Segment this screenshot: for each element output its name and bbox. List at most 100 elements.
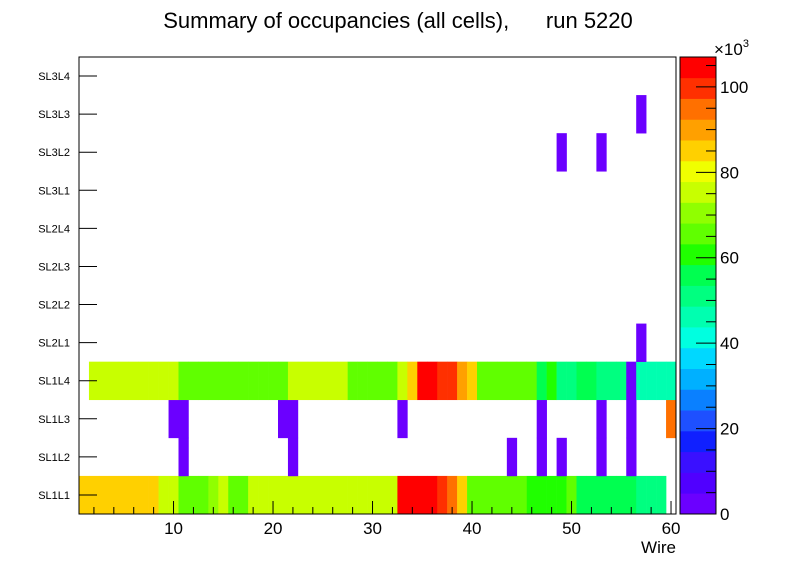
heatmap-cell [636,475,647,515]
y-tick-label: SL1L2 [38,452,70,464]
heatmap-cell [287,361,299,401]
heatmap-cell [596,133,607,172]
heatmap-cell [287,399,299,439]
heatmap-cell [307,475,319,515]
heatmap-cell [307,361,319,401]
heatmap-cell [118,361,130,401]
heatmap-cell [178,361,189,401]
heatmap-cell [327,361,338,401]
heatmap-cell [526,361,537,401]
palette-band [680,202,716,224]
heatmap-cell [486,475,498,515]
palette-exponent-base: ×10 [714,40,743,59]
palette-band [680,347,716,369]
heatmap-cell [596,437,607,477]
palette-band [680,140,716,162]
heatmap-cell [616,361,627,401]
y-tick-label: SL3L3 [38,109,70,121]
heatmap-cell [258,361,269,401]
heatmap-cell [138,475,149,515]
heatmap-cell [666,399,677,439]
heatmap-cell [407,361,418,401]
heatmap-cell [437,475,448,515]
heatmap-cell [536,437,547,477]
heatmap-cell [646,361,657,401]
heatmap-cell [287,437,299,477]
heatmap-cell [168,399,179,439]
palette-band [680,368,716,390]
heatmap-cell [606,361,617,401]
heatmap-cell [556,475,567,515]
heatmap-cell [656,475,667,515]
palette-tick-label: 80 [720,163,739,182]
heatmap-cell [646,475,657,515]
x-axis: 10 20 30 40 50 60 [93,501,680,538]
palette-band [680,223,716,245]
y-tick-label: SL3L4 [38,71,70,83]
heatmap-cell [218,361,229,401]
y-tick-label: SL2L4 [38,223,70,235]
heatmap-cell [417,361,428,401]
heatmap-cell [516,361,528,401]
heatmap-cell [566,475,577,515]
heatmap-cell [258,475,269,515]
palette-tick-label: 60 [720,249,739,268]
heatmap-cell [238,475,249,515]
heatmap-cell [616,475,627,515]
heatmap-cell [457,361,468,401]
heatmap-cell [228,361,239,401]
heatmap-cell [586,475,597,515]
heatmap-cell [467,361,478,401]
heatmap-cell [506,437,518,477]
heatmap-cell [278,361,289,401]
heatmap-cell [586,361,597,401]
heatmap-cell [377,475,388,515]
y-tick-label: SL2L2 [38,300,70,312]
heatmap-cell [576,361,587,401]
palette-band [680,264,716,286]
heatmap-cell [248,361,259,401]
y-tick-label: SL1L4 [38,376,70,388]
palette-band [680,451,716,473]
heatmap-cell [516,475,528,515]
heatmap-cell [278,399,289,439]
x-axis-label: Wire [641,538,676,557]
heatmap-cell [596,361,607,401]
palette-exponent: ×103 [714,38,749,59]
heatmap-cell [546,475,557,515]
palette-band [680,160,716,183]
heatmap-cell [327,475,338,515]
plot-frame [78,56,677,515]
heatmap-cell [556,361,567,401]
heatmap-cell [178,475,189,515]
heatmap-cell [128,361,139,401]
heatmap-cell [178,399,189,439]
palette-band [680,119,716,141]
y-tick-label: SL1L1 [38,490,70,502]
heatmap-cell [98,361,110,401]
heatmap-cell [626,437,637,477]
y-tick-label: SL3L1 [38,185,70,197]
heatmap-cell [477,475,488,515]
palette-band [680,285,716,307]
palette-tick-label: 100 [720,78,748,97]
palette-axis: 0 20 40 60 80 100 [696,65,748,524]
heatmap-cell [138,361,149,401]
heatmap-cell [118,475,130,515]
heatmap-cell [556,133,567,172]
heatmap-cell [636,323,647,362]
palette-tick-label: 40 [720,334,739,353]
heatmap-cell [387,361,398,401]
heatmap-cell [367,361,378,401]
palette-band [680,57,716,79]
heatmap-cell [317,361,329,401]
heatmap-cell [437,361,448,401]
x-tick-label: 40 [463,519,482,538]
heatmap-cell [387,475,398,515]
heatmap-cell [178,437,189,477]
heatmap-cell [278,475,289,515]
color-palette [680,57,716,515]
heatmap-cell [397,399,408,439]
heatmap-cell [477,361,488,401]
